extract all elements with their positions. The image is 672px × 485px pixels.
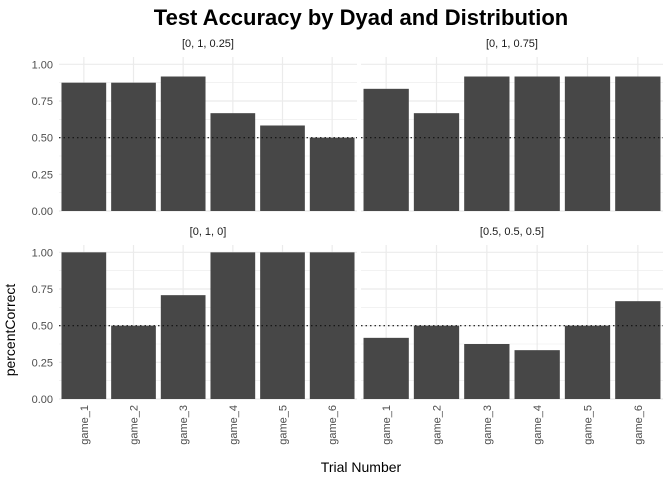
y-tick-label: 1.00 bbox=[32, 247, 53, 259]
panel-label: [0, 1, 0.25] bbox=[182, 38, 234, 50]
bar-game_3 bbox=[464, 344, 510, 399]
x-tick-label: game_5 bbox=[278, 405, 290, 445]
x-tick-label: game_4 bbox=[532, 405, 544, 445]
bar-game_1 bbox=[363, 337, 409, 399]
x-tick-label: game_2 bbox=[432, 405, 444, 445]
y-tick-label: 0.75 bbox=[32, 284, 53, 296]
bar-game_3 bbox=[160, 76, 206, 211]
panel-label: [0.5, 0.5, 0.5] bbox=[480, 226, 544, 238]
y-tick-label: 0.50 bbox=[32, 133, 53, 145]
x-tick-label: game_2 bbox=[129, 405, 141, 445]
bar-game_4 bbox=[514, 76, 560, 211]
bar-game_1 bbox=[61, 82, 107, 212]
bar-game_6 bbox=[615, 76, 661, 211]
bar-game_4 bbox=[514, 350, 560, 399]
bar-game_4 bbox=[210, 113, 256, 211]
bar-game_5 bbox=[564, 76, 611, 211]
bar-game_6 bbox=[309, 137, 355, 211]
y-tick-label: 0.50 bbox=[32, 321, 53, 333]
y-tick-label: 1.00 bbox=[32, 59, 53, 71]
y-tick-label: 0.00 bbox=[32, 206, 53, 218]
y-tick-label: 0.25 bbox=[32, 169, 53, 181]
bar-game_1 bbox=[363, 88, 409, 211]
panel-label: [0, 1, 0.75] bbox=[486, 38, 538, 50]
bar-game_2 bbox=[111, 82, 156, 212]
x-axis-title: Trial Number bbox=[321, 459, 402, 475]
panel: [0, 1, 0.75] bbox=[361, 38, 663, 212]
bar-game_2 bbox=[111, 325, 156, 399]
panel: [0, 1, 0.25] 0.00 0.25 0.50 0.75 1.00 bbox=[32, 38, 357, 218]
x-tick-label: game_6 bbox=[633, 405, 645, 445]
panel-label: [0, 1, 0] bbox=[190, 226, 227, 238]
y-axis-title: percentCorrect bbox=[2, 284, 18, 377]
bar-game_2 bbox=[413, 325, 460, 399]
panels-layer: [0, 1, 0.25]0.000.250.500.751.00[0, 1, 0… bbox=[32, 38, 663, 445]
bar-game_5 bbox=[260, 252, 305, 399]
chart-title: Test Accuracy by Dyad and Distribution bbox=[154, 5, 568, 30]
y-tick-label: 0.00 bbox=[32, 394, 53, 406]
x-tick-label: game_4 bbox=[228, 405, 240, 445]
x-tick-label: game_6 bbox=[327, 405, 339, 445]
panel: [0.5, 0.5, 0.5] game_1 game_2 game_3 game_4 g… bbox=[361, 226, 663, 445]
panel: [0, 1, 0] 0.00 0.25 0.50 0.75 1.00 game_1 game_… bbox=[32, 226, 357, 445]
bar-game_2 bbox=[413, 113, 460, 211]
bar-game_5 bbox=[260, 125, 305, 211]
x-tick-label: game_5 bbox=[583, 405, 595, 445]
bar-game_5 bbox=[564, 325, 611, 399]
x-tick-label: game_3 bbox=[178, 405, 190, 445]
x-tick-label: game_3 bbox=[482, 405, 494, 445]
bar-game_3 bbox=[160, 295, 206, 399]
x-tick-label: game_1 bbox=[381, 405, 393, 445]
bar-game_3 bbox=[464, 76, 510, 211]
x-tick-label: game_1 bbox=[79, 405, 91, 445]
bar-game_6 bbox=[615, 301, 661, 399]
y-tick-label: 0.25 bbox=[32, 357, 53, 369]
y-tick-label: 0.75 bbox=[32, 96, 53, 108]
